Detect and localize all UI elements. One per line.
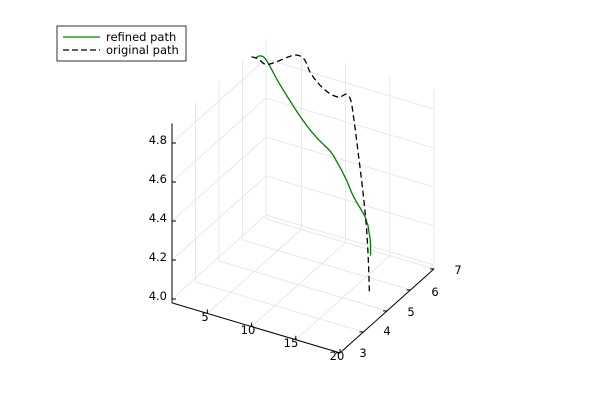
side-wall-grid-z — [171, 58, 267, 144]
z-tick-label: 4.8 — [149, 133, 167, 147]
side-wall-grid-z — [171, 214, 267, 300]
series-line-refined-path — [255, 55, 372, 256]
x-tick-label: 10 — [241, 323, 256, 337]
x-tick-label: 20 — [330, 349, 345, 363]
z-tick-label: 4.0 — [149, 289, 167, 303]
z-axis-ticks: 4.0 4.2 4.4 4.6 4.8 — [149, 133, 167, 303]
side-wall-grid-z — [171, 136, 267, 222]
axes — [171, 123, 435, 354]
back-wall-grid-z — [265, 214, 435, 266]
x-axis-ticks: 5 10 15 20 — [201, 310, 344, 363]
y-tick-label: 4 — [383, 324, 390, 338]
y-tick-label: 5 — [407, 305, 414, 319]
z-tick-label: 4.2 — [149, 250, 167, 264]
back-wall-grid-z — [265, 97, 435, 149]
x-tick-label: 15 — [284, 336, 299, 350]
series-line-original-path — [251, 54, 371, 292]
y-tick-label: 7 — [454, 263, 461, 277]
x-tick-label: 5 — [201, 310, 208, 324]
back-wall-grid-z — [265, 136, 435, 188]
legend: refined path original path — [56, 25, 187, 62]
x-axis-line — [171, 302, 341, 354]
side-wall-grid-z — [171, 97, 267, 183]
side-wall-grid-z — [171, 175, 267, 261]
back-wall-grid-z — [265, 58, 435, 110]
floor-grid-y — [242, 239, 411, 291]
legend-label-refined-path: refined path — [106, 30, 176, 44]
legend-box — [56, 25, 187, 62]
back-wall-grid-z — [265, 175, 435, 227]
floor-grid-y — [265, 218, 435, 270]
y-tick-label: 3 — [359, 346, 366, 360]
z-tick-label: 4.4 — [149, 211, 167, 225]
z-tick-label: 4.6 — [149, 172, 167, 186]
floor-grid-y — [218, 260, 388, 312]
y-tick-label: 6 — [431, 285, 438, 299]
series-lines — [251, 54, 372, 292]
grid-lines — [171, 39, 435, 354]
floor-grid-y — [195, 281, 364, 333]
y-axis-ticks: 3 4 5 6 7 — [359, 263, 461, 360]
legend-label-original-path: original path — [106, 43, 179, 57]
